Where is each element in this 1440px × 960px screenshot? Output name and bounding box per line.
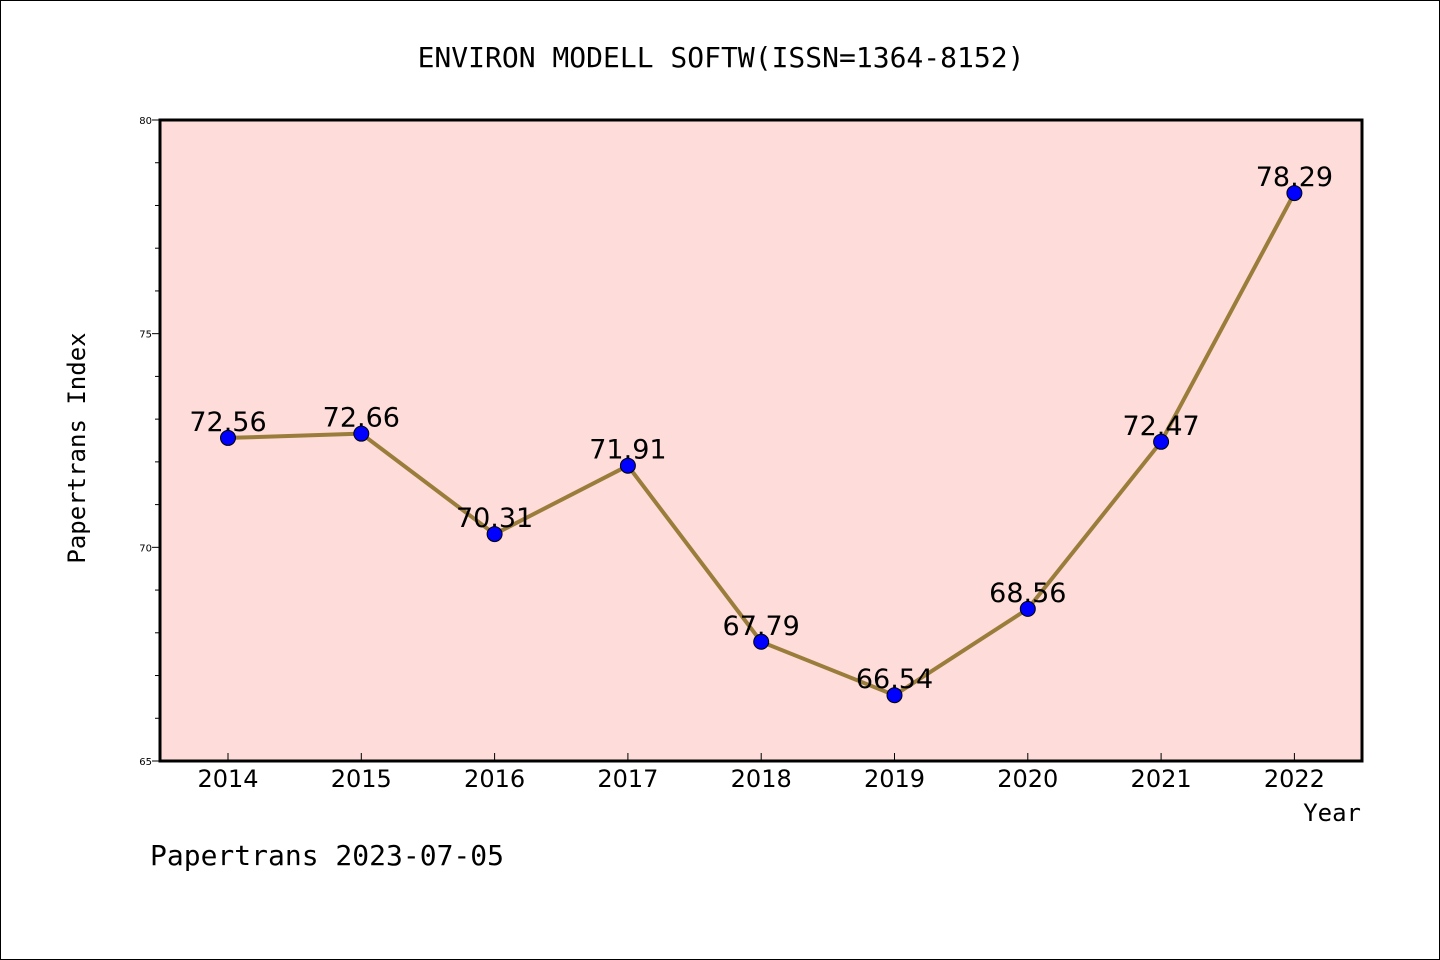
data-label: 72.66: [323, 403, 400, 434]
marker-group: [220, 185, 1303, 704]
x-tick-label: 2015: [331, 765, 392, 793]
x-axis-ticks: 2014 2015 2016 2017 2018 2019 2020 2021 2022: [197, 753, 1325, 793]
y-tick-label: 75: [139, 330, 152, 341]
x-tick-label: 2020: [997, 765, 1058, 793]
data-point-marker: [886, 687, 903, 704]
chart-title: ENVIRON MODELL SOFTW(ISSN=1364-8152): [418, 41, 1025, 74]
data-point-marker: [1286, 185, 1303, 202]
x-tick-label: 2016: [464, 765, 525, 793]
y-tick-label: 70: [139, 543, 152, 554]
data-label: 67.79: [723, 611, 800, 642]
data-label: 70.31: [456, 503, 533, 534]
data-label-group: 72.56 72.66 70.31 71.91 67.79 66.54 68.56 72.47…: [189, 162, 1333, 695]
data-point-marker: [486, 526, 503, 543]
x-tick-label: 2022: [1264, 765, 1325, 793]
data-point-marker: [220, 429, 236, 446]
data-label: 78.29: [1256, 162, 1333, 193]
x-tick-label: 2018: [731, 765, 792, 793]
x-tick-label: 2017: [597, 765, 658, 793]
y-tick-label: 80: [139, 116, 152, 127]
x-tick-label: 2014: [197, 765, 258, 793]
data-point-marker: [753, 633, 770, 650]
y-axis-label: Papertrans Index: [63, 332, 91, 563]
data-label: 66.54: [856, 664, 933, 695]
data-label: 72.56: [189, 407, 266, 438]
y-tick-label: 65: [139, 757, 152, 768]
x-tick-label: 2021: [1131, 765, 1192, 793]
x-tick-label: 2019: [864, 765, 925, 793]
x-axis-label: Year: [1303, 799, 1361, 827]
data-point-marker: [1153, 433, 1170, 450]
data-point-marker: [1019, 600, 1036, 617]
data-label: 72.47: [1122, 411, 1199, 442]
footer-stamp: Papertrans 2023-07-05: [150, 839, 504, 872]
y-axis-ticks: 65 70 75 80: [139, 116, 160, 768]
data-label: 71.91: [589, 435, 666, 466]
data-point-marker: [619, 457, 636, 474]
data-point-marker: [353, 425, 370, 442]
data-label: 68.56: [989, 578, 1066, 609]
